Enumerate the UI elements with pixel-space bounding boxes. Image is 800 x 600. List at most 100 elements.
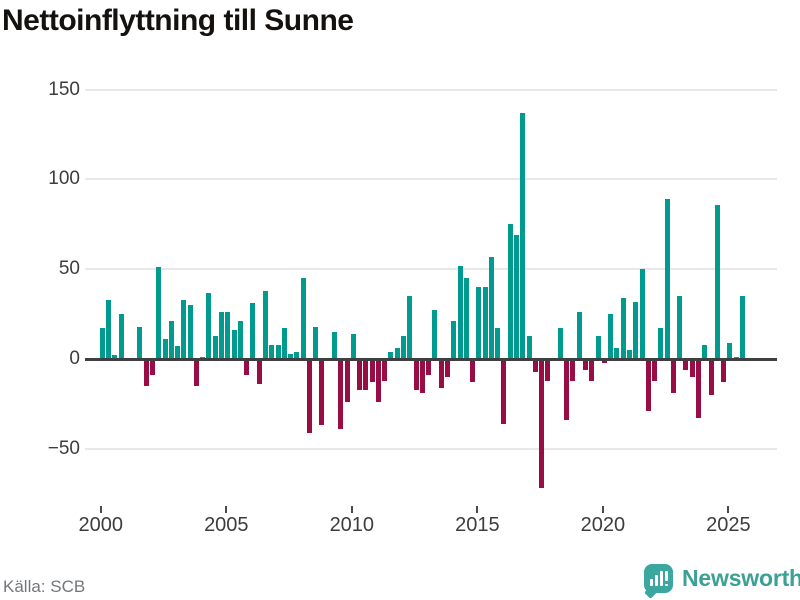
positive-bar (401, 335, 407, 359)
negative-bar (570, 359, 576, 381)
positive-bar (739, 296, 745, 359)
positive-bar (614, 348, 620, 359)
source-label: Källa: SCB (3, 577, 86, 596)
positive-bar (281, 328, 287, 359)
y-axis-tick-label: 150 (48, 78, 80, 100)
positive-bar (332, 332, 337, 359)
positive-bar (714, 204, 720, 359)
positive-bar (288, 353, 294, 359)
negative-bar (444, 359, 450, 377)
positive-bar (206, 292, 212, 359)
positive-bar (507, 224, 513, 359)
negative-bar (652, 359, 658, 381)
positive-bar (99, 328, 105, 359)
bar-chart-speech-bubble-icon (644, 563, 673, 599)
negative-bar (344, 359, 350, 403)
positive-bar (576, 312, 582, 359)
x-axis-tick-mark (99, 506, 102, 513)
positive-bar (225, 312, 231, 359)
positive-bar (187, 305, 193, 359)
negative-bar (601, 359, 607, 363)
positive-bar (520, 112, 526, 359)
gridline (85, 178, 777, 181)
positive-bar (476, 287, 482, 359)
chart-title: Nettoinflyttning till Sunne (2, 4, 354, 37)
positive-bar (727, 342, 733, 359)
negative-bar (532, 359, 538, 372)
negative-bar (413, 359, 419, 390)
positive-bar (269, 344, 275, 359)
negative-bar (319, 359, 325, 426)
positive-bar (313, 326, 319, 359)
negative-bar (470, 359, 476, 383)
positive-bar (626, 350, 632, 359)
negative-bar (683, 359, 689, 370)
x-axis-tick-label: 2015 (455, 514, 500, 536)
positive-bar (112, 355, 118, 359)
x-axis-tick-label: 2020 (580, 514, 626, 536)
positive-bar (181, 299, 187, 359)
negative-bar (338, 359, 344, 430)
negative-bar (583, 359, 589, 370)
positive-bar (262, 290, 268, 359)
positive-bar (702, 344, 708, 359)
positive-bar (488, 256, 494, 359)
positive-bar (457, 265, 463, 359)
positive-bar (237, 321, 243, 359)
negative-bar (645, 359, 651, 412)
negative-bar (426, 359, 432, 376)
negative-bar (193, 359, 199, 386)
positive-bar (451, 321, 457, 359)
positive-bar (526, 335, 532, 359)
negative-bar (545, 359, 551, 381)
y-axis-tick-label: 50 (58, 258, 80, 280)
x-axis-tick-mark (476, 506, 479, 513)
negative-bar (244, 359, 250, 376)
gridline (85, 447, 777, 450)
positive-bar (407, 296, 413, 359)
positive-bar (300, 278, 306, 359)
negative-bar (501, 359, 507, 424)
negative-bar (539, 359, 545, 489)
positive-bar (162, 339, 168, 359)
x-axis-tick-label: 2010 (329, 514, 375, 536)
y-axis-tick-label: 100 (48, 168, 80, 190)
newsworthy-logo[interactable]: Newsworthy (644, 562, 800, 599)
positive-bar (118, 314, 124, 359)
x-axis-tick-label: 2025 (706, 514, 751, 536)
positive-bar (557, 328, 563, 359)
positive-bar (463, 278, 469, 359)
negative-bar (419, 359, 425, 394)
positive-bar (156, 267, 162, 359)
negative-bar (382, 359, 388, 381)
positive-bar (677, 296, 683, 359)
negative-bar (306, 359, 312, 433)
negative-bar (721, 359, 727, 383)
positive-bar (394, 348, 400, 359)
positive-bar (620, 297, 626, 359)
positive-bar (168, 321, 174, 359)
positive-bar (106, 299, 112, 359)
positive-bar (595, 335, 601, 359)
gridline (85, 268, 777, 271)
x-axis-tick-mark (225, 506, 228, 513)
positive-bar (275, 344, 281, 359)
positive-bar (250, 303, 256, 359)
positive-bar (212, 335, 218, 359)
positive-bar (608, 314, 614, 359)
x-axis-tick-label: 2000 (78, 514, 124, 536)
positive-bar (432, 310, 438, 359)
negative-bar (689, 359, 695, 377)
positive-bar (664, 199, 670, 359)
negative-bar (438, 359, 444, 388)
x-axis-tick-mark (601, 506, 604, 513)
x-axis-tick-mark (727, 506, 730, 513)
positive-bar (231, 330, 237, 359)
negative-bar (564, 359, 570, 421)
positive-bar (482, 287, 488, 359)
y-axis-tick-label: 0 (69, 348, 80, 369)
positive-bar (633, 301, 639, 359)
negative-bar (369, 359, 375, 383)
positive-bar (388, 351, 394, 359)
